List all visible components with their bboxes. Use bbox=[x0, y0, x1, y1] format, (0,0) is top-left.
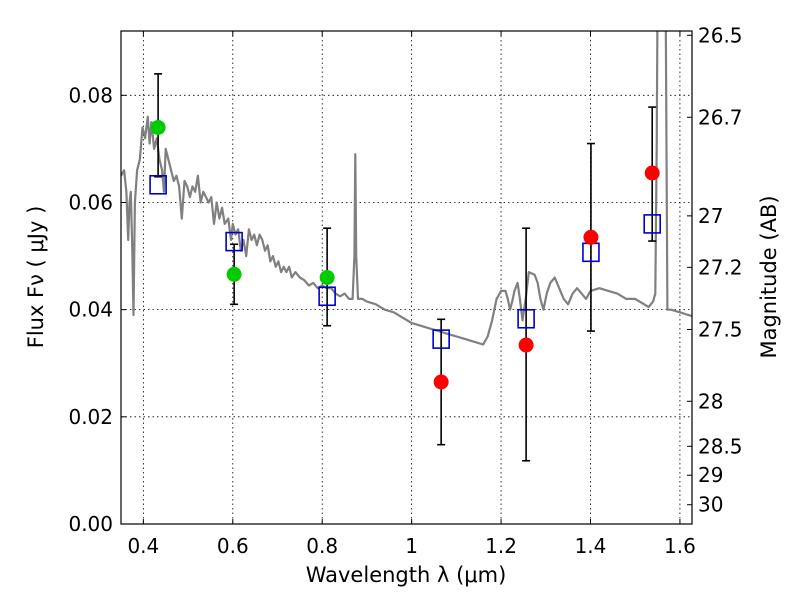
x-tick-label: 0.6 bbox=[217, 534, 249, 558]
green-data-point bbox=[226, 266, 242, 282]
right-tick-label: 27.2 bbox=[698, 255, 743, 279]
plot-background bbox=[121, 31, 692, 524]
right-tick-label: 28 bbox=[698, 389, 723, 413]
y-tick-label: 0.06 bbox=[68, 190, 113, 214]
y-tick-label: 0.04 bbox=[68, 298, 113, 322]
right-tick-label: 28.5 bbox=[698, 434, 743, 458]
y-tick-label: 0.00 bbox=[68, 512, 113, 536]
plot-frame bbox=[120, 30, 693, 525]
right-tick-label: 26.5 bbox=[698, 23, 743, 47]
model-square-point bbox=[225, 231, 243, 252]
axes: 0.4 0.6 0.8 1 1.2 1.4 1.6 0.00 0.02 0.04 0.06 0.08 2… bbox=[68, 23, 742, 558]
green-data-point bbox=[150, 119, 166, 135]
right-tick-label: 27 bbox=[698, 204, 723, 228]
model-square-point bbox=[318, 286, 336, 307]
right-tick-label: 27.5 bbox=[698, 317, 743, 341]
model-square-point bbox=[643, 214, 662, 234]
x-tick-label: 1 bbox=[405, 534, 418, 558]
red-data-point bbox=[433, 374, 449, 390]
model-square-point bbox=[517, 308, 535, 329]
y-axis-label-right: Magnitude (AB) bbox=[757, 195, 781, 358]
y-tick-label: 0.08 bbox=[68, 83, 113, 107]
x-axis-label: Wavelength λ (μm) bbox=[306, 563, 507, 587]
right-tick-label: 26.7 bbox=[698, 105, 743, 129]
red-data-point bbox=[644, 165, 660, 181]
data-layer bbox=[121, 31, 692, 346]
x-tick-label: 0.4 bbox=[127, 534, 159, 558]
x-tick-label: 1.4 bbox=[575, 534, 607, 558]
model-square-point bbox=[149, 174, 167, 195]
right-tick-label: 30 bbox=[698, 493, 723, 517]
right-tick-label: 29 bbox=[698, 463, 723, 487]
x-tick-label: 1.2 bbox=[485, 534, 517, 558]
y-tick-label: 0.02 bbox=[68, 405, 113, 429]
model-square-point bbox=[432, 329, 450, 349]
red-data-point bbox=[583, 229, 599, 245]
green-data-point bbox=[319, 270, 335, 285]
x-tick-label: 1.6 bbox=[664, 534, 696, 558]
x-tick-label: 0.8 bbox=[306, 534, 338, 558]
spectrum-line bbox=[121, 31, 692, 346]
errorbar-layer bbox=[149, 73, 662, 462]
red-data-point bbox=[518, 337, 534, 353]
y-axis-label: Flux Fν ( μJy ) bbox=[24, 206, 48, 349]
